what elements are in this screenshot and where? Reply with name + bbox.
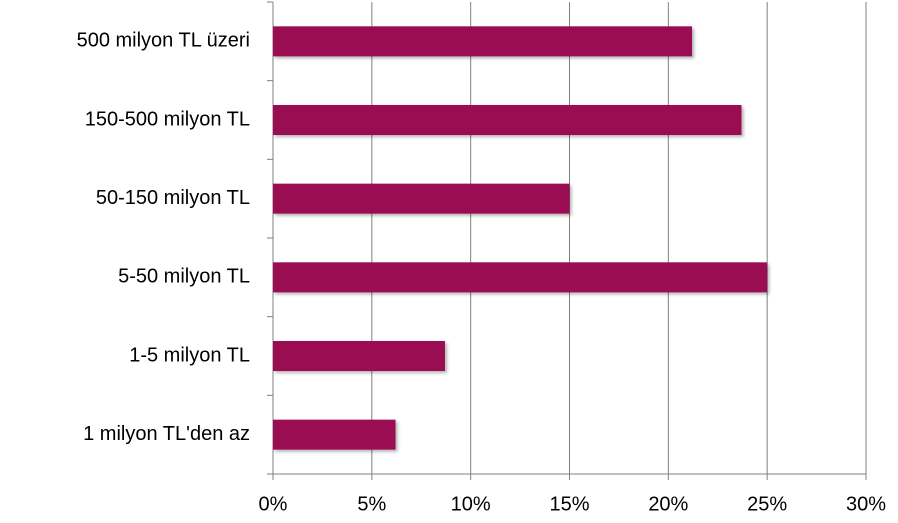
- bar: [273, 183, 570, 214]
- bar: [273, 341, 445, 371]
- bar: [273, 419, 396, 450]
- bar: [273, 105, 742, 135]
- bar: [273, 262, 768, 293]
- x-tick-label: 30%: [846, 493, 886, 515]
- x-tick-label: 25%: [747, 493, 787, 515]
- y-tick-label: 50-150 milyon TL: [96, 187, 250, 209]
- y-tick-label: 500 milyon TL üzeri: [77, 30, 250, 52]
- y-tick-label: 150-500 milyon TL: [85, 108, 250, 130]
- bar: [273, 26, 693, 57]
- x-tick-label: 15%: [549, 493, 589, 515]
- x-tick-label: 5%: [357, 493, 386, 515]
- x-tick-label: 20%: [648, 493, 688, 515]
- y-tick-label: 1 milyon TL'den az: [83, 423, 250, 445]
- y-tick-label: 5-50 milyon TL: [118, 266, 250, 288]
- x-tick-label: 10%: [451, 493, 491, 515]
- y-tick-label: 1-5 milyon TL: [129, 344, 250, 366]
- x-tick-label: 0%: [259, 493, 288, 515]
